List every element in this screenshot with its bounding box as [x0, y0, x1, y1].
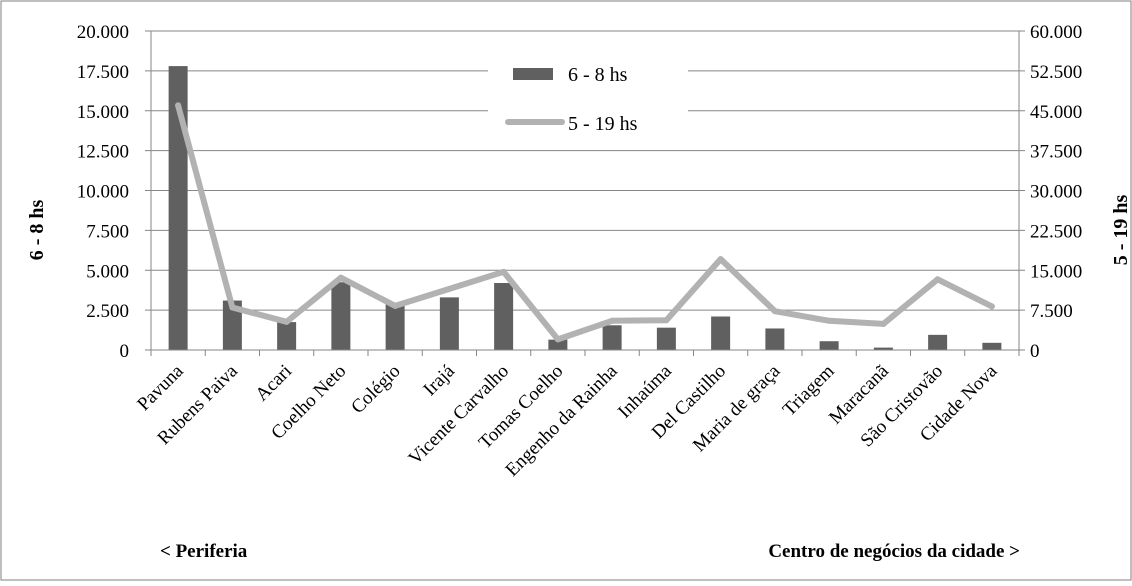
line-point	[175, 102, 182, 109]
bar	[277, 322, 297, 350]
bar	[656, 327, 676, 350]
tick-labels: 0 0 2.500 7.500 5.000 15.000 7.500 22.500 10.000…	[77, 22, 1083, 362]
left-axis-title: 6 - 8 hs	[26, 200, 48, 261]
bar-series	[168, 66, 1002, 350]
line-series	[175, 102, 995, 343]
line-point	[663, 317, 670, 324]
left-tick-label: 7.500	[86, 221, 129, 242]
right-tick-label: 60.000	[1030, 22, 1082, 43]
line-point	[771, 308, 778, 315]
bar	[982, 342, 1002, 350]
bar	[331, 282, 351, 350]
left-tick-label: 2.500	[86, 301, 129, 322]
legend-bar-swatch	[513, 68, 553, 80]
right-tick-label: 15.000	[1030, 261, 1082, 282]
right-tick-label: 7.500	[1030, 301, 1073, 322]
line-point	[717, 256, 724, 263]
line-point	[826, 317, 833, 324]
bar	[439, 297, 459, 350]
line-point	[554, 336, 561, 343]
line-point	[988, 303, 995, 310]
line-point	[392, 302, 399, 309]
series-line	[175, 102, 995, 343]
line-point	[880, 320, 887, 327]
left-tick-label: 0	[120, 341, 130, 362]
line-point	[934, 276, 941, 283]
bar	[873, 347, 893, 350]
left-tick-label: 5.000	[86, 261, 129, 282]
business-center-note: Centro de negócios da cidade >	[768, 541, 1020, 562]
line-point	[229, 304, 236, 311]
left-tick-label: 12.500	[77, 142, 129, 163]
line-point	[337, 274, 344, 281]
right-tick-label: 0	[1030, 341, 1040, 362]
bar	[711, 316, 731, 350]
left-tick-label: 15.000	[77, 102, 129, 123]
left-tick-label: 20.000	[77, 22, 129, 43]
periphery-note: < Periferia	[160, 541, 248, 562]
bar	[819, 341, 839, 350]
bar	[222, 300, 242, 350]
legend-bar-label: 6 - 8 hs	[568, 64, 628, 86]
left-tick-label: 10.000	[77, 182, 129, 203]
right-tick-label: 22.500	[1030, 221, 1082, 242]
bar	[494, 283, 514, 350]
bar	[168, 66, 188, 350]
line-point	[283, 318, 290, 325]
legend-line-label: 5 - 19 hs	[568, 113, 638, 135]
bar	[548, 339, 568, 350]
line-point	[500, 268, 507, 275]
bar	[385, 303, 405, 350]
axes	[150, 31, 1020, 356]
bar	[765, 328, 785, 350]
bar	[602, 325, 622, 350]
right-tick-label: 52.500	[1030, 62, 1082, 83]
line-point	[446, 285, 453, 292]
right-axis-title: 5 - 19 hs	[1110, 195, 1132, 266]
right-tick-label: 37.500	[1030, 142, 1082, 163]
right-tick-label: 45.000	[1030, 102, 1082, 123]
line-point	[609, 317, 616, 324]
left-tick-label: 17.500	[77, 62, 129, 83]
right-tick-label: 30.000	[1030, 182, 1082, 203]
legend: 6 - 8 hs 5 - 19 hs	[488, 48, 688, 140]
bar	[928, 334, 948, 350]
